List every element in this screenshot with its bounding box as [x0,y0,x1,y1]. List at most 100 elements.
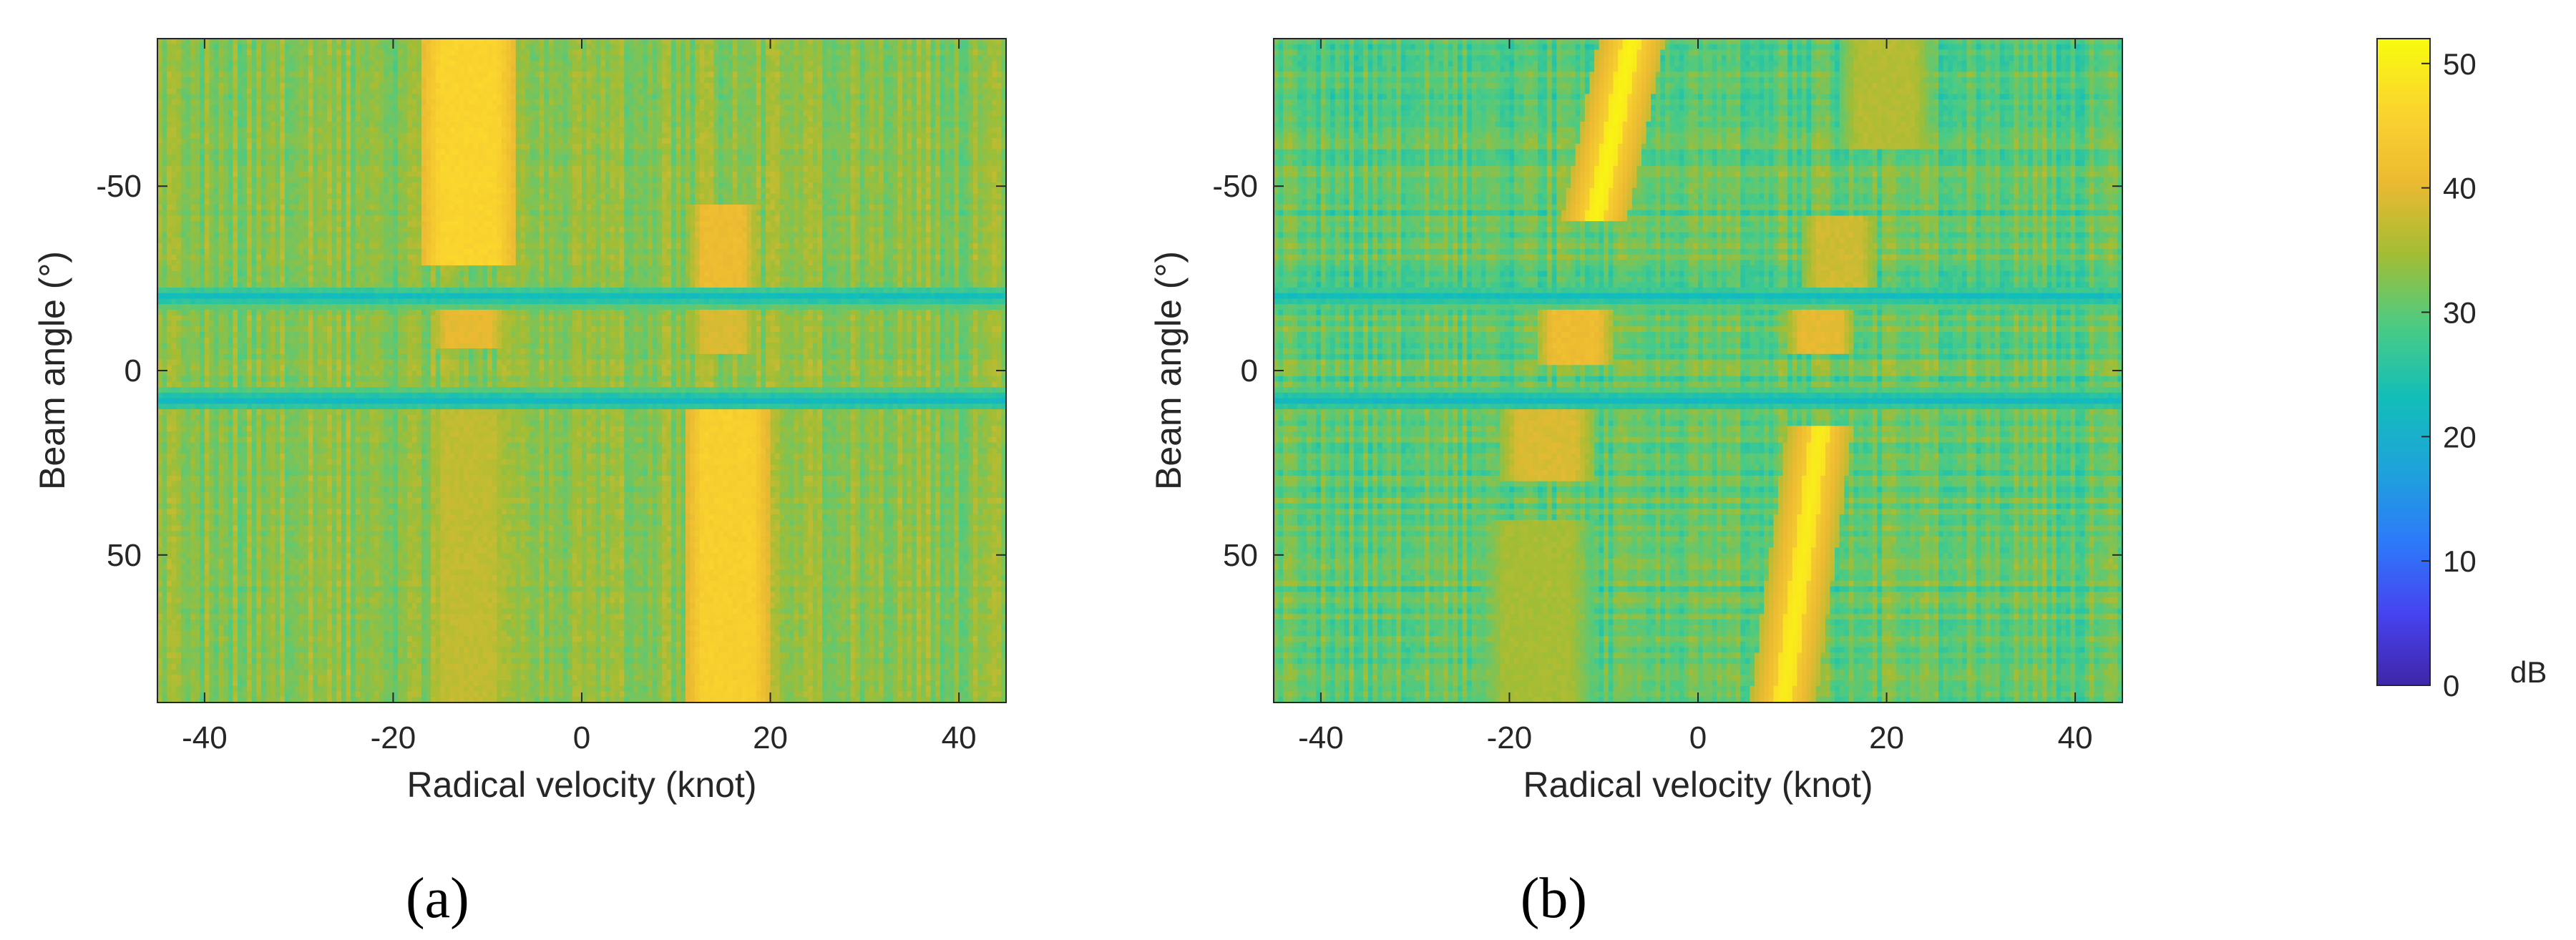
heatmap-cell [336,116,341,122]
heatmap-cell [897,55,902,61]
heatmap-cell [605,155,610,160]
heatmap-cell [709,99,714,105]
heatmap-cell [897,122,902,127]
heatmap-cell [195,44,200,50]
heatmap-cell [671,55,676,61]
heatmap-cell [450,105,455,111]
heatmap-cell [223,89,228,94]
heatmap-cell [172,138,177,144]
heatmap-cell [483,61,488,67]
heatmap-cell [351,150,356,155]
heatmap-cell [733,44,738,50]
heatmap-cell [864,61,869,67]
heatmap-cell [704,138,709,144]
heatmap-cell [747,155,752,160]
heatmap-cell [389,138,394,144]
heatmap-cell [964,111,969,117]
heatmap-cell [416,49,421,55]
heatmap-cell [629,132,634,138]
heatmap-cell [469,67,474,72]
heatmap-cell [436,132,441,138]
heatmap-cell [577,49,582,55]
heatmap-cell [841,94,846,99]
heatmap-cell [831,55,836,61]
heatmap-cell [356,127,361,133]
heatmap-cell [318,94,323,99]
heatmap-cell [959,39,964,44]
heatmap-cell [294,132,299,138]
heatmap-cell [935,49,940,55]
heatmap-cell [935,94,940,99]
heatmap-cell [917,138,922,144]
heatmap-cell [751,138,756,144]
heatmap-cell [629,89,634,94]
heatmap-cell [374,138,379,144]
heatmap-cell [351,116,356,122]
heatmap-cell [718,116,723,122]
heatmap-cell [238,144,243,150]
heatmap-cell [992,77,997,83]
heatmap-cell [959,155,964,160]
heatmap-cell [596,67,601,72]
heatmap-cell [846,127,851,133]
heatmap-cell [195,94,200,99]
heatmap-cell [926,122,931,127]
heatmap-cell [478,49,483,55]
heatmap-cell [718,155,723,160]
heatmap-cell [860,49,865,55]
heatmap-cell [888,94,893,99]
heatmap-cell [327,122,332,127]
heatmap-cell [822,138,827,144]
heatmap-cell [374,55,379,61]
heatmap-cell [667,122,672,127]
heatmap-cell [596,77,601,83]
heatmap-cell [167,105,172,111]
heatmap-cell [558,83,563,89]
heatmap-cell [209,105,214,111]
heatmap-cell [897,150,902,155]
heatmap-cell [596,89,601,94]
heatmap-cell [879,111,884,117]
heatmap-cell [713,55,718,61]
heatmap-cell [657,39,662,44]
heatmap-cell [723,116,728,122]
heatmap-cell [982,61,987,67]
heatmap-cell [662,72,667,77]
heatmap-cell [671,144,676,150]
heatmap-cell [968,127,973,133]
heatmap-cell [370,61,375,67]
heatmap-cell [200,160,205,166]
heatmap-cell [987,122,992,127]
heatmap-cell [902,55,907,61]
heatmap-cell [610,44,615,50]
heatmap-cell [450,144,455,150]
heatmap-cell [299,72,304,77]
heatmap-cell [374,111,379,117]
heatmap-cell [275,94,280,99]
heatmap-cell [266,55,271,61]
heatmap-cell [700,89,705,94]
heatmap-cell [195,67,200,72]
heatmap-cell [912,116,917,122]
heatmap-cell [860,150,865,155]
heatmap-cell [997,144,1002,150]
heatmap-cell [346,94,351,99]
heatmap-cell [582,72,587,77]
heatmap-cell [691,127,696,133]
heatmap-cell [440,122,445,127]
heatmap-cell [771,55,776,61]
heatmap-cell [266,99,271,105]
heatmap-cell [209,150,214,155]
heatmap-cell [827,77,832,83]
heatmap-cell [691,55,696,61]
heatmap-cell [261,144,266,150]
heatmap-cell [289,77,294,83]
heatmap-cell [686,55,691,61]
heatmap-cell [691,61,696,67]
heatmap-cell [775,155,780,160]
heatmap-cell [846,122,851,127]
heatmap-cell [520,77,525,83]
heatmap-cell [270,72,275,77]
heatmap-cell [968,61,973,67]
heatmap-cell [275,44,280,50]
